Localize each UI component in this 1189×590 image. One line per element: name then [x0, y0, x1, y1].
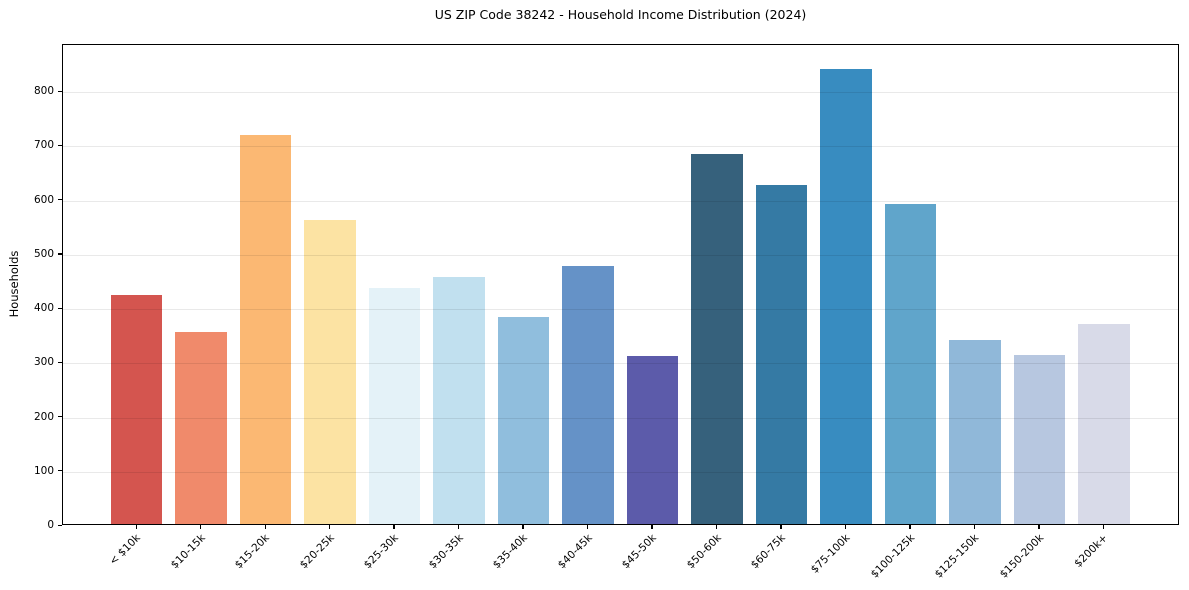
bars-layer	[63, 45, 1178, 524]
y-tick-mark	[58, 307, 62, 309]
bar-$45-50k	[626, 356, 679, 524]
bar-$60-75k	[755, 185, 808, 524]
x-tick-mark	[973, 525, 976, 529]
y-tick-label: 0	[47, 519, 54, 531]
x-tick-label: $20-25k	[297, 532, 337, 572]
x-tick-mark	[715, 525, 718, 529]
x-tick-mark	[522, 525, 524, 529]
y-tick-mark	[58, 253, 62, 255]
x-tick-label: $60-75k	[748, 532, 788, 572]
x-tick-label: < $10k	[107, 532, 144, 568]
x-tick-label: $75-100k	[808, 532, 853, 576]
y-tick-mark	[58, 199, 62, 201]
x-tick-mark	[135, 525, 137, 529]
bar-$75-100k	[820, 68, 872, 524]
x-tick-mark	[328, 525, 331, 529]
x-tick-label: $10-15k	[168, 532, 208, 572]
x-tick-mark	[586, 525, 589, 529]
bar-$10-15k	[175, 331, 227, 524]
x-tick-label: $40-45k	[555, 532, 595, 572]
x-tick-mark	[1102, 525, 1105, 529]
x-tick-mark	[651, 525, 653, 529]
y-tick-mark	[58, 524, 62, 526]
y-tick-label: 700	[33, 139, 54, 152]
y-tick-mark	[58, 144, 62, 147]
x-tick-mark	[393, 525, 395, 529]
x-tick-label: $35-40k	[490, 532, 530, 572]
bar-$150-200k	[1013, 354, 1066, 524]
x-tick-label: $15-20k	[232, 532, 273, 572]
y-tick-label: 500	[33, 247, 54, 260]
bar-$30-35k	[433, 277, 485, 524]
x-tick-label: $125-150k	[932, 532, 982, 581]
x-tick-mark	[264, 525, 266, 529]
bar-$15-20k	[239, 134, 292, 524]
y-tick-label: 200	[33, 410, 54, 423]
bar-$125-150k	[949, 340, 1001, 524]
x-tick-mark	[780, 525, 782, 529]
x-tick-label: $25-30k	[361, 532, 401, 572]
y-tick-label: 100	[33, 464, 54, 477]
bar-$200k+	[1078, 323, 1130, 524]
bar-$50-60k	[691, 153, 743, 524]
y-tick-label: 300	[33, 356, 54, 369]
x-tick-label: $100-125k	[868, 532, 917, 581]
x-tick-mark	[457, 525, 460, 529]
x-tick-mark	[200, 525, 202, 529]
x-tick-label: $50-60k	[684, 532, 724, 572]
x-tick-label: $45-50k	[619, 532, 659, 572]
y-tick-mark	[58, 90, 62, 92]
bar-< $10k	[110, 295, 163, 524]
x-tick-mark	[844, 525, 847, 529]
y-tick-label: 600	[33, 193, 54, 206]
x-tick-label: $150-200k	[997, 532, 1046, 581]
bar-$20-25k	[304, 220, 356, 524]
y-tick-mark	[58, 470, 62, 472]
chart-title: US ZIP Code 38242 - Household Income Dis…	[434, 7, 807, 22]
bar-$40-45k	[562, 266, 614, 524]
bar-$35-40k	[497, 316, 550, 524]
bar-$25-30k	[368, 287, 421, 524]
x-tick-mark	[909, 525, 911, 529]
y-tick-mark	[58, 361, 62, 363]
bar-$100-125k	[884, 203, 937, 524]
x-tick-mark	[1038, 525, 1040, 529]
y-tick-label: 800	[33, 85, 54, 98]
x-tick-label: $200k+	[1072, 532, 1111, 570]
x-tick-label: $30-35k	[426, 532, 466, 572]
y-tick-mark	[58, 416, 62, 418]
plot-area	[62, 44, 1179, 525]
y-tick-label: 400	[33, 302, 54, 315]
